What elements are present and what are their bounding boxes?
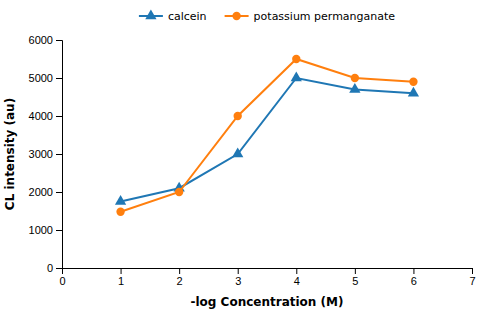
data-point [234, 112, 242, 120]
data-point [349, 83, 360, 93]
x-tick-mark [238, 268, 239, 274]
legend-label: calcein [168, 10, 207, 23]
x-axis-title: -log Concentration (M) [191, 295, 344, 309]
y-tick-label: 3000 [29, 148, 53, 160]
plot: 0 1 2 3 4 5 6 7 0 1000 2000 3000 4000 5000 6000 [29, 34, 476, 287]
x-tick: 1 [118, 268, 124, 287]
x-tick-label: 2 [177, 275, 183, 287]
x-axis: 0 1 2 3 4 5 6 7 [59, 268, 475, 287]
marks [115, 55, 419, 216]
x-tick-mark [296, 268, 297, 274]
y-tick-mark [56, 230, 62, 231]
x-tick-mark [121, 268, 122, 274]
y-tick-label: 0 [47, 262, 53, 274]
x-tick-label: 1 [118, 275, 124, 287]
y-tick-mark [56, 268, 62, 269]
y-tick: 1000 [29, 224, 62, 236]
y-tick: 5000 [29, 72, 62, 84]
legend-item: potassium permanganate [225, 10, 396, 23]
legend: calcein potassium permanganate [139, 9, 395, 22]
x-tick: 0 [59, 268, 65, 287]
data-point [175, 188, 183, 196]
y-tick: 4000 [29, 110, 62, 122]
y-tick: 2000 [29, 186, 62, 198]
x-axis-line [63, 269, 473, 275]
legend-item: calcein [139, 9, 207, 22]
legend-marker [232, 12, 240, 20]
x-tick: 3 [235, 268, 241, 287]
data-point [116, 208, 124, 216]
x-tick-mark [179, 268, 180, 274]
y-tick-label: 2000 [29, 186, 53, 198]
y-tick-label: 4000 [29, 110, 53, 122]
x-tick-label: 6 [411, 275, 417, 287]
x-tick-label: 3 [235, 275, 241, 287]
data-point [292, 55, 300, 63]
y-tick: 6000 [29, 34, 62, 46]
x-tick: 7 [469, 268, 475, 287]
legend-label: potassium permanganate [254, 10, 396, 23]
x-tick-label: 7 [469, 275, 475, 287]
data-point [351, 74, 359, 82]
x-tick-label: 5 [352, 275, 358, 287]
y-axis-title: CL intensity (au) [3, 98, 17, 210]
x-tick: 6 [411, 268, 417, 287]
legend-marker [145, 9, 156, 19]
data-point [408, 87, 419, 97]
y-tick-label: 5000 [29, 72, 53, 84]
y-tick-mark [56, 116, 62, 117]
series-line [121, 78, 414, 202]
x-tick-mark [413, 268, 414, 274]
y-tick-mark [56, 154, 62, 155]
y-axis-line [56, 41, 63, 269]
y-axis: 0 1000 2000 3000 4000 5000 6000 [29, 34, 63, 274]
data-point [232, 147, 243, 157]
series-line [121, 59, 414, 212]
data-point [291, 71, 302, 81]
x-tick-mark [472, 268, 473, 274]
y-tick-mark [56, 192, 62, 193]
x-tick: 5 [352, 268, 358, 287]
y-tick-mark [56, 78, 62, 79]
x-tick: 2 [177, 268, 183, 287]
data-point [115, 195, 126, 205]
x-tick-label: 4 [294, 275, 300, 287]
x-tick-label: 0 [59, 275, 65, 287]
x-tick: 4 [294, 268, 300, 287]
y-tick-label: 1000 [29, 224, 53, 236]
x-tick-mark [355, 268, 356, 274]
y-tick-mark [56, 40, 62, 41]
data-point [409, 78, 417, 86]
chart: 0 1 2 3 4 5 6 7 0 1000 2000 3000 4000 5000 6000 -log Co… [0, 0, 490, 314]
y-tick: 3000 [29, 148, 62, 160]
y-tick: 0 [47, 262, 62, 274]
y-tick-label: 6000 [29, 34, 53, 46]
